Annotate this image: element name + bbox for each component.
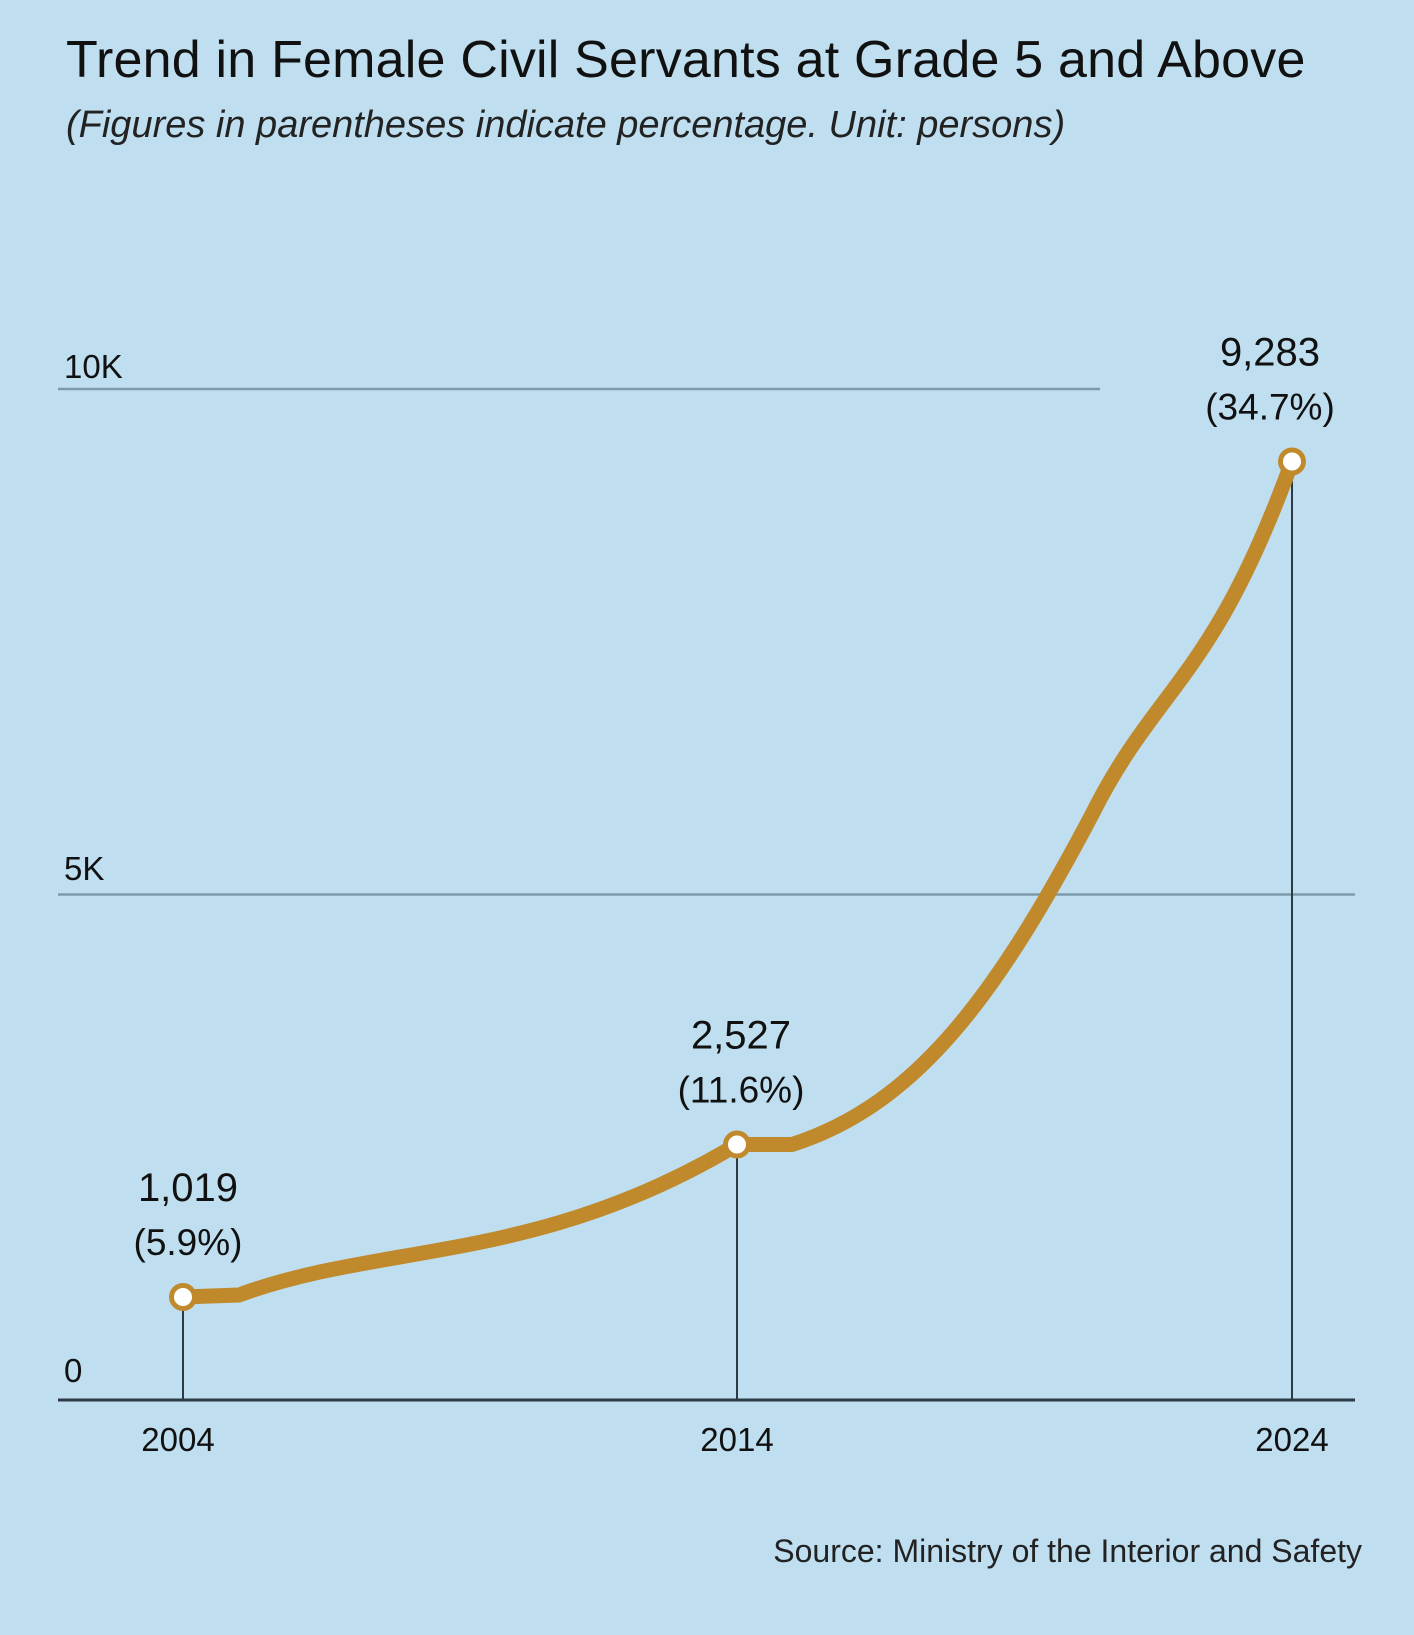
source-note: Source: Ministry of the Interior and Saf… bbox=[773, 1533, 1362, 1569]
y-tick-labels: 0 5K 10K bbox=[64, 348, 123, 1389]
y-tick-label: 5K bbox=[64, 850, 104, 887]
x-tick-label-2024: 2024 bbox=[1255, 1421, 1328, 1458]
point-markers bbox=[169, 447, 1306, 1311]
data-label-percent-2004: (5.9%) bbox=[134, 1222, 243, 1263]
x-tick-label-2014: 2014 bbox=[700, 1421, 773, 1458]
series-group bbox=[175, 453, 1300, 1305]
chart-subtitle: (Figures in parentheses indicate percent… bbox=[66, 104, 1066, 146]
y-tick-label: 0 bbox=[64, 1352, 82, 1389]
data-point-2014 bbox=[723, 1130, 751, 1159]
x-tick-label-2004: 2004 bbox=[141, 1421, 214, 1458]
data-label-value-2014: 2,527 bbox=[691, 1014, 791, 1058]
data-labels: 1,019 (5.9%) 2,527 (11.6%) 9,283 (34.7%) bbox=[134, 330, 1335, 1262]
drop-lines bbox=[182, 461, 1293, 1400]
data-point-2024 bbox=[1278, 447, 1306, 476]
series-line bbox=[175, 453, 1300, 1305]
data-label-percent-2024: (34.7%) bbox=[1205, 386, 1335, 427]
x-tick-labels: 2004 2014 2024 bbox=[141, 1421, 1328, 1458]
data-point-2004 bbox=[169, 1282, 197, 1311]
data-label-value-2024: 9,283 bbox=[1220, 330, 1320, 374]
data-label-value-2004: 1,019 bbox=[138, 1166, 238, 1210]
gridlines bbox=[58, 387, 1355, 896]
y-tick-label: 10K bbox=[64, 348, 123, 385]
chart-title: Trend in Female Civil Servants at Grade … bbox=[66, 31, 1306, 89]
data-label-percent-2014: (11.6%) bbox=[678, 1070, 805, 1111]
